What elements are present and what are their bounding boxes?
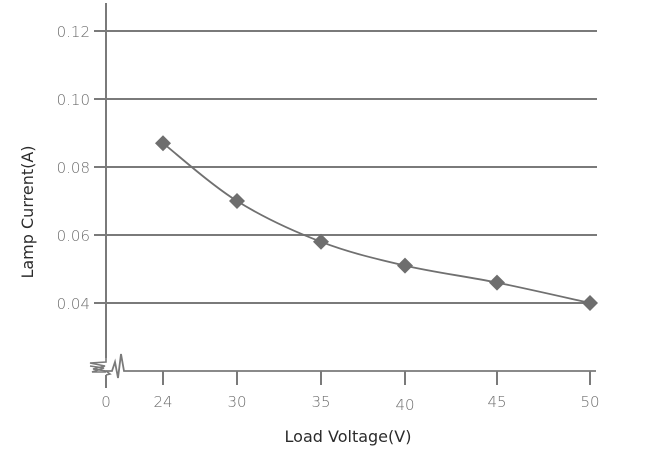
x-tick-label: 35 bbox=[311, 393, 330, 411]
y-tick-label: 0.06 bbox=[57, 227, 90, 245]
y-axis-ticks: 0.04 0.06 0.08 0.10 0.12 bbox=[57, 23, 90, 313]
x-axis-title: Load Voltage(V) bbox=[285, 427, 412, 446]
y-tick-label: 0.04 bbox=[57, 295, 90, 313]
x-tick-label: 50 bbox=[580, 393, 599, 411]
x-tick-label: 45 bbox=[487, 393, 506, 411]
y-tick-label: 0.12 bbox=[57, 23, 90, 41]
diamond-marker bbox=[489, 274, 505, 291]
x-axis-line bbox=[106, 353, 596, 379]
y-tick-label: 0.08 bbox=[57, 159, 90, 177]
diamond-marker bbox=[229, 193, 245, 209]
x-tick-label: 40 bbox=[395, 396, 414, 414]
diamond-marker bbox=[397, 257, 413, 274]
y-axis-title: Lamp Current(A) bbox=[18, 145, 37, 278]
data-series bbox=[155, 135, 598, 311]
x-tick-label: 24 bbox=[153, 393, 172, 411]
diamond-marker bbox=[313, 233, 329, 250]
x-axis-ticks: 0 24 30 35 40 45 50 bbox=[101, 371, 600, 414]
x-tick-label: 0 bbox=[101, 393, 111, 411]
diamond-marker bbox=[582, 295, 598, 311]
y-axis-break-icon bbox=[89, 365, 106, 373]
gridlines bbox=[94, 30, 597, 304]
y-tick-label: 0.10 bbox=[57, 91, 90, 109]
x-tick-label: 30 bbox=[227, 393, 246, 411]
series-line bbox=[162, 142, 591, 304]
axes bbox=[89, 3, 596, 388]
diamond-marker bbox=[155, 135, 171, 152]
